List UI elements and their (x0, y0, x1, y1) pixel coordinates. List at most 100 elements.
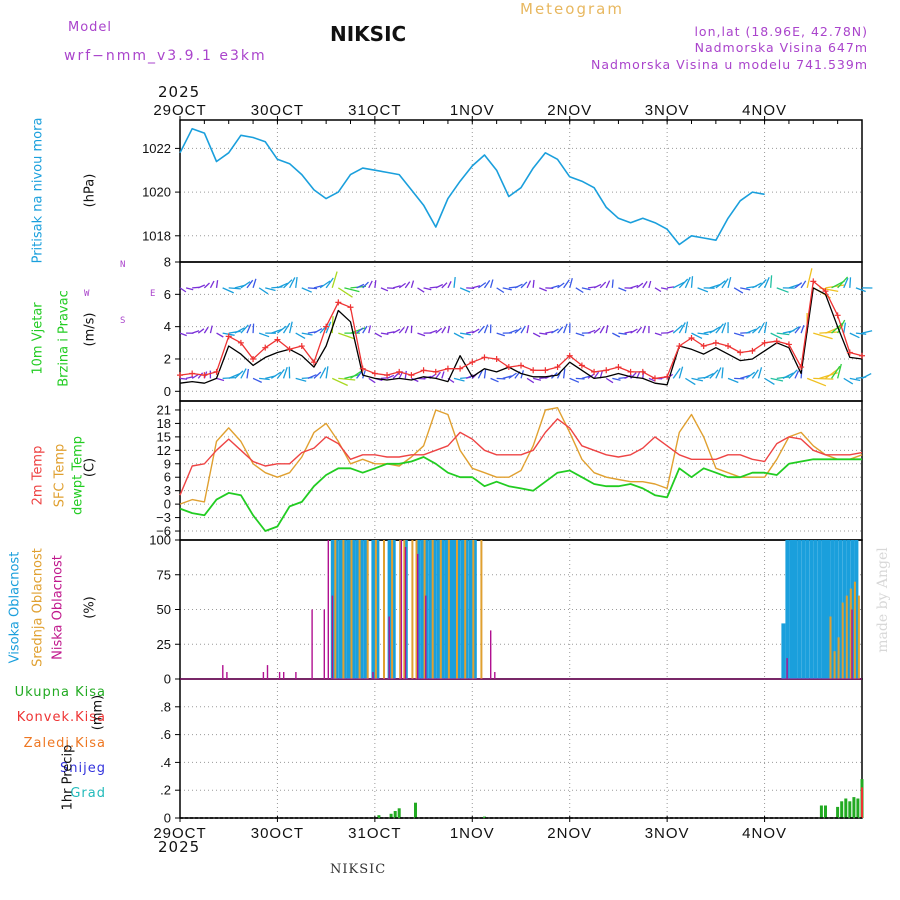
wind-gust-marker (237, 339, 244, 346)
wind-arrow (526, 280, 532, 289)
y-tick-label: −6 (156, 524, 171, 539)
cloud-high-bar (440, 540, 445, 679)
panel-frame (179, 119, 863, 263)
wind-arrow (496, 332, 506, 337)
cloud-high-bar (785, 540, 790, 679)
y-tick-label: 0 (164, 811, 171, 826)
cloud-high-bar (797, 540, 802, 679)
wind-arrow (386, 331, 395, 334)
y-tick-label: 25 (157, 637, 171, 652)
wind-arrow (794, 282, 803, 289)
cloud-high-bar (432, 540, 437, 679)
wind-arrow (800, 324, 805, 334)
cloud-high-bar (456, 540, 461, 679)
wind-gust-marker (578, 362, 585, 369)
wind-arrow (447, 325, 451, 334)
label-precip-total: Ukupna Kisa (14, 685, 106, 700)
wind-arrow (404, 281, 411, 289)
wind-gust-marker (591, 368, 598, 375)
cloud-high-bar (838, 540, 843, 679)
wind-arrow (654, 287, 662, 293)
wind-arrow (417, 332, 426, 337)
footer-station: NIKSIC (330, 862, 387, 877)
cloud-high-bar (363, 540, 368, 679)
wind-arrow (843, 377, 854, 385)
cloud-high-bar (789, 540, 794, 679)
wind-arrow (855, 332, 867, 335)
wind-arrow (745, 371, 756, 379)
wind-arrow (709, 369, 719, 379)
wind-arrow (277, 282, 288, 289)
wind-arrow (794, 326, 801, 334)
y-tick-label: .2 (160, 783, 171, 798)
wind-gust-marker (189, 370, 196, 377)
y-tick-label: 75 (157, 567, 171, 582)
wind-arrow (295, 277, 298, 288)
wind-arrow (599, 281, 607, 289)
wind-arrow (392, 328, 401, 334)
model-elevation-label: Nadmorska Visina u modelu 741.539m (591, 57, 868, 72)
compass-north: N (120, 260, 126, 270)
wind-arrow (715, 280, 726, 289)
wind-arrow (282, 322, 291, 334)
wind-gust-marker (785, 341, 792, 348)
wind-gust-marker (810, 278, 817, 285)
y-tick-label: .8 (160, 699, 171, 714)
cloud-high-bar (830, 540, 835, 679)
x-axis-label-bottom: 31OCT (348, 825, 401, 842)
wind-arrow (532, 279, 535, 288)
cloud-low-bar (400, 540, 403, 679)
wind-arrow (751, 325, 761, 334)
cloud-mid-bar (857, 595, 860, 679)
wind-arrow (788, 369, 798, 379)
wind-arrow (252, 377, 262, 383)
cloud-high-bar (805, 540, 810, 679)
y-tick-label: 6 (164, 287, 171, 302)
cloud-low-bar (266, 665, 269, 679)
x-axis-label-bottom: 3NOV (645, 825, 690, 842)
wind-arrow (733, 287, 744, 294)
wind-arrow (240, 368, 247, 379)
wind-arrow (800, 280, 807, 289)
wind-arrow (472, 285, 481, 289)
cloud-mid-bar (447, 540, 450, 679)
wind-gust-marker (566, 352, 573, 359)
cloud-high-bar (436, 540, 441, 679)
compass-west: W (84, 289, 90, 299)
model-name: wrf−nmm_v3.9.1 e3km (64, 48, 267, 64)
precip-total-bar (852, 797, 856, 818)
wind-arrow (806, 377, 827, 387)
wind-arrow (703, 372, 714, 379)
y-tick-label: 100 (149, 533, 171, 548)
wind-arrow (331, 316, 334, 334)
wind-arrow (356, 283, 365, 289)
wind-arrow (727, 377, 739, 384)
wind-arrow (362, 325, 368, 334)
x-axis-label-bottom: 1NOV (450, 825, 495, 842)
wind-arrow (368, 280, 373, 289)
cloud-high-bar (842, 540, 847, 679)
wind-gust-marker (700, 343, 707, 350)
cloud-low-bar (331, 595, 334, 679)
wind-arrow (751, 369, 759, 379)
wind-arrow (819, 331, 839, 334)
wind-arrow (496, 287, 505, 294)
wind-arrow (216, 377, 225, 382)
wind-arrow (325, 366, 329, 379)
cloud-high-bar (371, 540, 376, 679)
wind-arrow (526, 325, 530, 334)
wind-arrow (301, 332, 313, 336)
cloud-mid-bar (472, 540, 475, 679)
wind-arrow (776, 332, 790, 336)
cloud-high-bar (387, 540, 392, 679)
wind-gust-marker (688, 334, 695, 341)
wind-arrow (757, 322, 765, 334)
cloud-high-bar (338, 540, 343, 679)
wind-gust-marker (201, 372, 208, 379)
wind-gust-marker (627, 368, 634, 375)
wind-arrow (788, 326, 800, 334)
wind-arrow (539, 332, 548, 335)
cloud-high-bar (846, 540, 851, 679)
wind-gust-marker (444, 365, 451, 372)
